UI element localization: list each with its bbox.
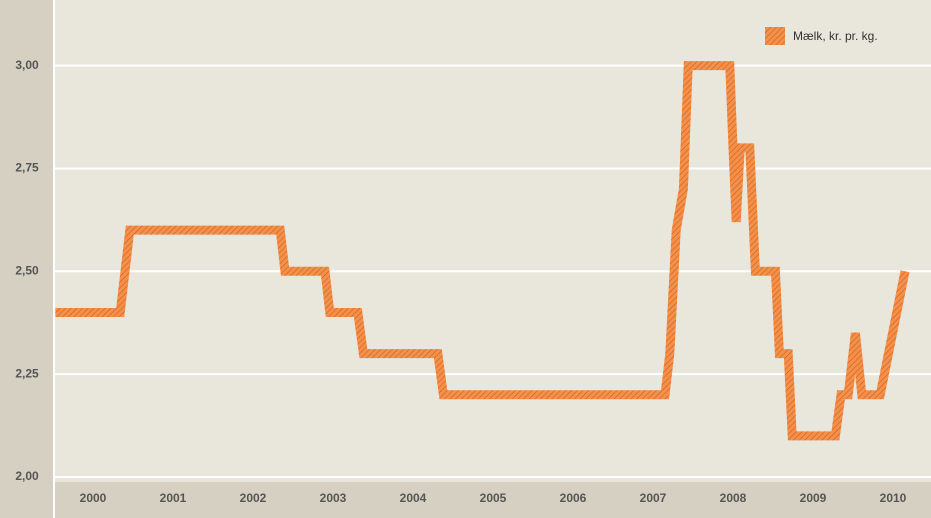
x-tick-label: 2006 <box>560 491 587 505</box>
x-tick-label: 2001 <box>160 491 187 505</box>
x-tick-label: 2002 <box>240 491 267 505</box>
y-tick-label: 2,50 <box>15 263 39 277</box>
x-tick-label: 2005 <box>480 491 507 505</box>
data-line <box>55 61 910 441</box>
x-tick-label: 2004 <box>400 491 427 505</box>
legend: Mælk, kr. pr. kg. <box>765 27 878 45</box>
y-tick-label: 3,00 <box>15 58 39 72</box>
x-tick-label: 2003 <box>320 491 347 505</box>
x-tick-label: 2007 <box>640 491 667 505</box>
y-axis-band <box>0 0 53 518</box>
x-tick-label: 2009 <box>800 491 827 505</box>
x-tick-label: 2008 <box>720 491 747 505</box>
x-axis-band <box>53 482 931 518</box>
x-tick-label: 2010 <box>880 491 907 505</box>
legend-label: Mælk, kr. pr. kg. <box>793 29 878 43</box>
y-tick-label: 2,25 <box>15 366 39 380</box>
legend-swatch <box>765 27 785 45</box>
y-tick-label: 2,00 <box>15 469 39 483</box>
y-tick-label: 2,75 <box>15 161 39 175</box>
x-tick-label: 2000 <box>80 491 107 505</box>
